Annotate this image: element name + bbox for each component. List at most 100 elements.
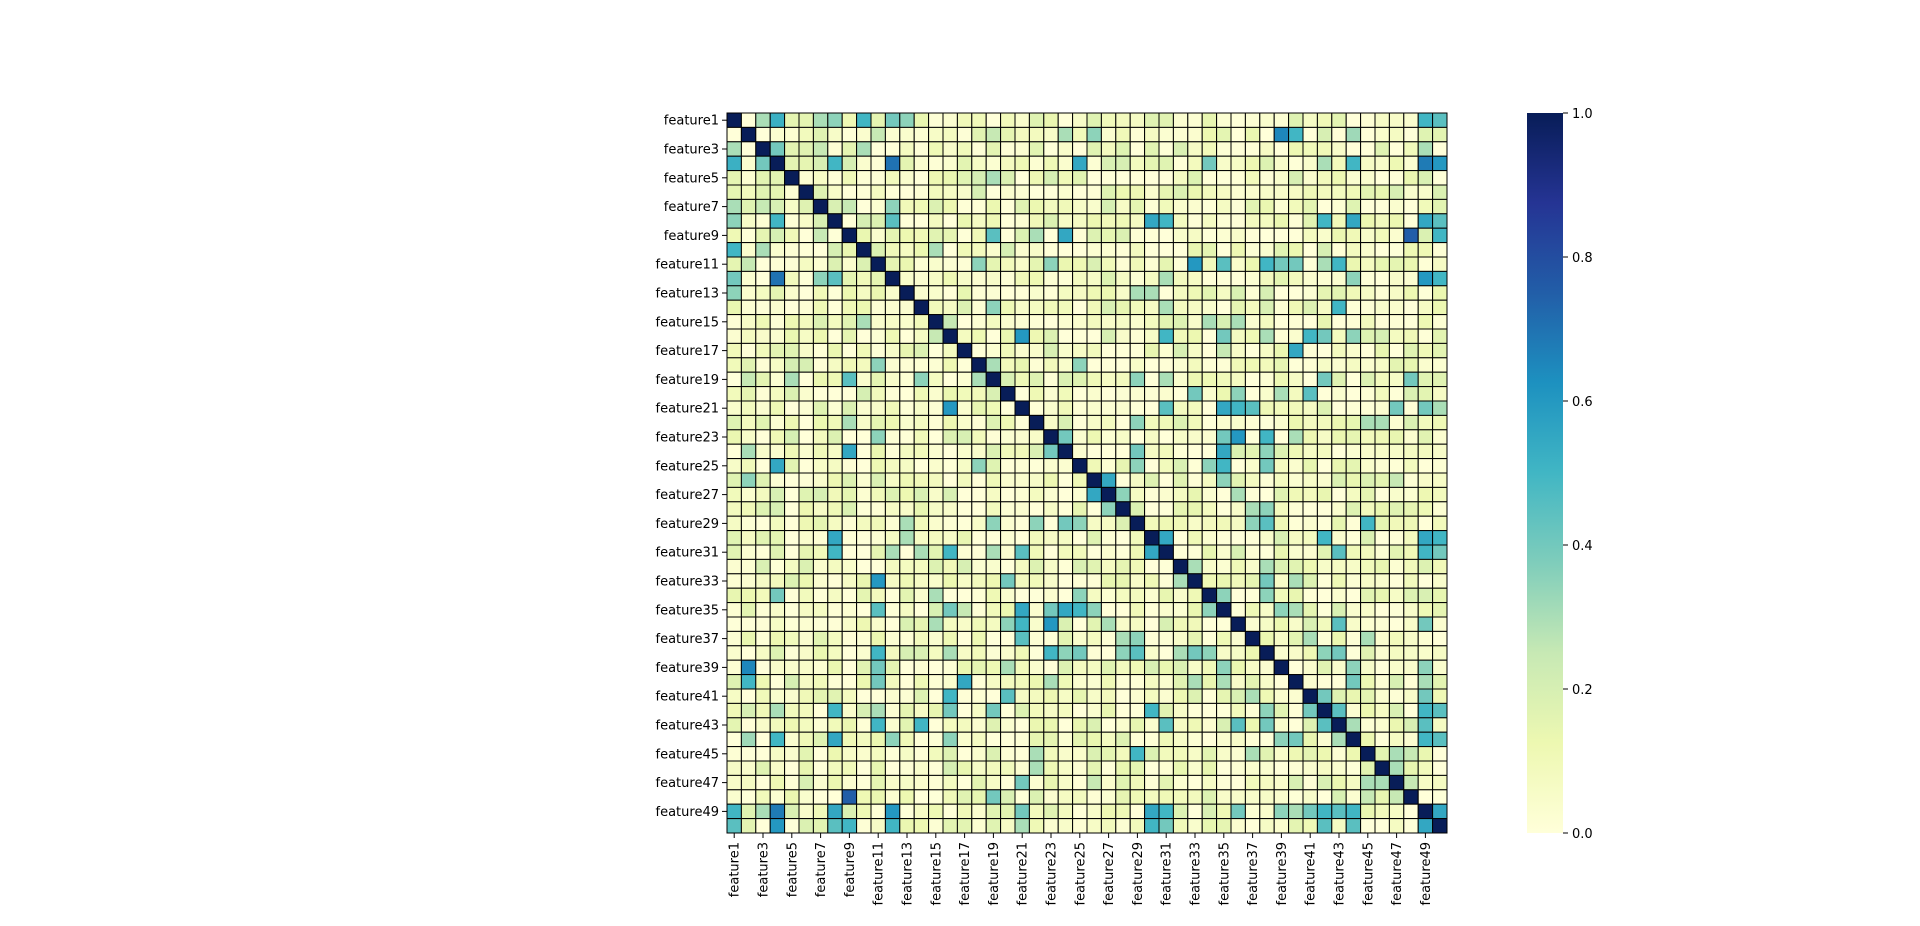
heatmap-cell-feature38-feature10 bbox=[856, 645, 872, 661]
heatmap-cell-feature8-feature41 bbox=[1302, 213, 1318, 229]
heatmap-cell-feature33-feature34 bbox=[1201, 573, 1218, 589]
heatmap-cell-feature34-feature37 bbox=[1244, 587, 1261, 604]
heatmap-cell-feature21-feature44 bbox=[1345, 400, 1362, 416]
heatmap-cell-feature50-feature41 bbox=[1302, 818, 1318, 834]
heatmap-cell-feature17-feature41 bbox=[1302, 342, 1318, 359]
heatmap-cell-feature20-feature26 bbox=[1086, 386, 1102, 402]
heatmap-cell-feature9-feature46 bbox=[1374, 227, 1390, 244]
heatmap-cell-feature7-feature22 bbox=[1028, 198, 1045, 215]
y-tick-label: feature49 bbox=[656, 805, 719, 820]
heatmap-cell-feature32-feature25 bbox=[1072, 558, 1088, 575]
heatmap-cell-feature29-feature36 bbox=[1230, 515, 1246, 532]
heatmap-cell-feature2-feature43 bbox=[1331, 126, 1347, 143]
heatmap-cell-feature2-feature40 bbox=[1288, 126, 1304, 143]
heatmap-cell-feature7-feature16 bbox=[942, 198, 958, 215]
heatmap-cell-feature16-feature20 bbox=[1000, 328, 1016, 344]
heatmap-cell-feature14-feature31 bbox=[1158, 299, 1174, 316]
heatmap-cell-feature1-feature39 bbox=[1273, 112, 1290, 128]
heatmap-cell-feature17-feature20 bbox=[1000, 342, 1016, 359]
heatmap-cell-feature17-feature14 bbox=[913, 342, 930, 359]
heatmap-cell-feature7-feature38 bbox=[1259, 198, 1275, 215]
heatmap-cell-feature45-feature44 bbox=[1345, 746, 1362, 762]
heatmap-cell-feature4-feature28 bbox=[1115, 155, 1131, 172]
heatmap-cell-feature16-feature41 bbox=[1302, 328, 1318, 344]
heatmap-cell-feature12-feature41 bbox=[1302, 270, 1318, 287]
heatmap-cell-feature14-feature39 bbox=[1273, 299, 1290, 316]
heatmap-cell-feature1-feature45 bbox=[1360, 112, 1376, 128]
heatmap-cell-feature9-feature48 bbox=[1403, 227, 1419, 244]
heatmap-cell-feature24-feature4 bbox=[769, 443, 786, 460]
heatmap-cell-feature41-feature36 bbox=[1230, 688, 1246, 704]
heatmap-cell-feature20-feature25 bbox=[1072, 386, 1088, 402]
heatmap-cell-feature23-feature50 bbox=[1432, 429, 1448, 445]
heatmap-cell-feature27-feature32 bbox=[1172, 486, 1189, 503]
heatmap-cell-feature3-feature37 bbox=[1244, 141, 1261, 157]
heatmap-cell-feature17-feature10 bbox=[856, 342, 872, 359]
heatmap-cell-feature6-feature1 bbox=[726, 184, 742, 200]
heatmap-cell-feature2-feature44 bbox=[1345, 126, 1362, 143]
heatmap-cell-feature28-feature24 bbox=[1057, 501, 1074, 517]
heatmap-cell-feature25-feature41 bbox=[1302, 458, 1318, 474]
heatmap-cell-feature27-feature10 bbox=[856, 486, 872, 503]
heatmap-cell-feature34-feature36 bbox=[1230, 587, 1246, 604]
heatmap-cell-feature49-feature21 bbox=[1014, 803, 1030, 820]
heatmap-cell-feature32-feature9 bbox=[841, 558, 858, 575]
heatmap-cell-feature20-feature49 bbox=[1417, 386, 1434, 402]
heatmap-cell-feature46-feature18 bbox=[971, 760, 987, 776]
heatmap-cell-feature48-feature11 bbox=[870, 789, 886, 805]
heatmap-cell-feature32-feature2 bbox=[740, 558, 757, 575]
heatmap-cell-feature9-feature40 bbox=[1288, 227, 1304, 244]
heatmap-cell-feature47-feature38 bbox=[1259, 774, 1275, 791]
heatmap-cell-feature1-feature18 bbox=[971, 112, 987, 128]
heatmap-cell-feature24-feature14 bbox=[913, 443, 930, 460]
heatmap-cell-feature24-feature47 bbox=[1388, 443, 1405, 460]
heatmap-cell-feature27-feature9 bbox=[841, 486, 858, 503]
heatmap-cell-feature9-feature26 bbox=[1086, 227, 1102, 244]
heatmap-cell-feature14-feature48 bbox=[1403, 299, 1419, 316]
heatmap-cell-feature37-feature26 bbox=[1086, 630, 1102, 647]
heatmap-cell-feature14-feature22 bbox=[1028, 299, 1045, 316]
heatmap-cell-feature11-feature41 bbox=[1302, 256, 1318, 272]
heatmap-cell-feature28-feature34 bbox=[1201, 501, 1218, 517]
heatmap-cell-feature28-feature32 bbox=[1172, 501, 1189, 517]
heatmap-cell-feature44-feature26 bbox=[1086, 731, 1102, 748]
heatmap-cell-feature23-feature27 bbox=[1100, 429, 1117, 445]
heatmap-cell-feature35-feature12 bbox=[884, 602, 901, 618]
heatmap-cell-feature21-feature16 bbox=[942, 400, 958, 416]
heatmap-cell-feature35-feature42 bbox=[1316, 602, 1333, 618]
heatmap-cell-feature12-feature26 bbox=[1086, 270, 1102, 287]
heatmap-cell-feature4-feature1 bbox=[726, 155, 742, 172]
heatmap-cell-feature9-feature39 bbox=[1273, 227, 1290, 244]
heatmap-cell-feature20-feature39 bbox=[1273, 386, 1290, 402]
y-tick-label: feature3 bbox=[664, 143, 719, 158]
heatmap-cell-feature16-feature50 bbox=[1432, 328, 1448, 344]
heatmap-cell-feature45-feature23 bbox=[1043, 746, 1059, 762]
heatmap-cell-feature35-feature22 bbox=[1028, 602, 1045, 618]
heatmap-cell-feature5-feature38 bbox=[1259, 170, 1275, 186]
heatmap-cell-feature18-feature27 bbox=[1100, 357, 1117, 373]
heatmap-cell-feature7-feature17 bbox=[956, 198, 973, 215]
heatmap-cell-feature20-feature30 bbox=[1144, 386, 1160, 402]
heatmap-cell-feature43-feature29 bbox=[1129, 717, 1146, 733]
heatmap-cell-feature25-feature5 bbox=[784, 458, 800, 474]
heatmap-cell-feature16-feature44 bbox=[1345, 328, 1362, 344]
heatmap-cell-feature21-feature17 bbox=[956, 400, 973, 416]
heatmap-cell-feature31-feature18 bbox=[971, 544, 987, 560]
heatmap-cell-feature39-feature49 bbox=[1417, 659, 1434, 676]
heatmap-cell-feature16-feature1 bbox=[726, 328, 742, 344]
heatmap-cell-feature6-feature24 bbox=[1057, 184, 1074, 200]
heatmap-cell-feature30-feature49 bbox=[1417, 530, 1434, 546]
heatmap-cell-feature20-feature29 bbox=[1129, 386, 1146, 402]
heatmap-cell-feature6-feature3 bbox=[755, 184, 771, 200]
heatmap-cell-feature17-feature9 bbox=[841, 342, 858, 359]
heatmap-cell-feature2-feature28 bbox=[1115, 126, 1131, 143]
heatmap-cell-feature8-feature48 bbox=[1403, 213, 1419, 229]
heatmap-cell-feature13-feature41 bbox=[1302, 285, 1318, 301]
heatmap-cell-feature50-feature27 bbox=[1100, 818, 1117, 834]
y-tick-label: feature41 bbox=[656, 690, 719, 705]
heatmap-cell-feature22-feature21 bbox=[1014, 414, 1030, 431]
heatmap-cell-feature20-feature21 bbox=[1014, 386, 1030, 402]
heatmap-cell-feature45-feature49 bbox=[1417, 746, 1434, 762]
heatmap-cell-feature3-feature47 bbox=[1388, 141, 1405, 157]
colorbar-tick-label: 0.4 bbox=[1572, 539, 1593, 554]
